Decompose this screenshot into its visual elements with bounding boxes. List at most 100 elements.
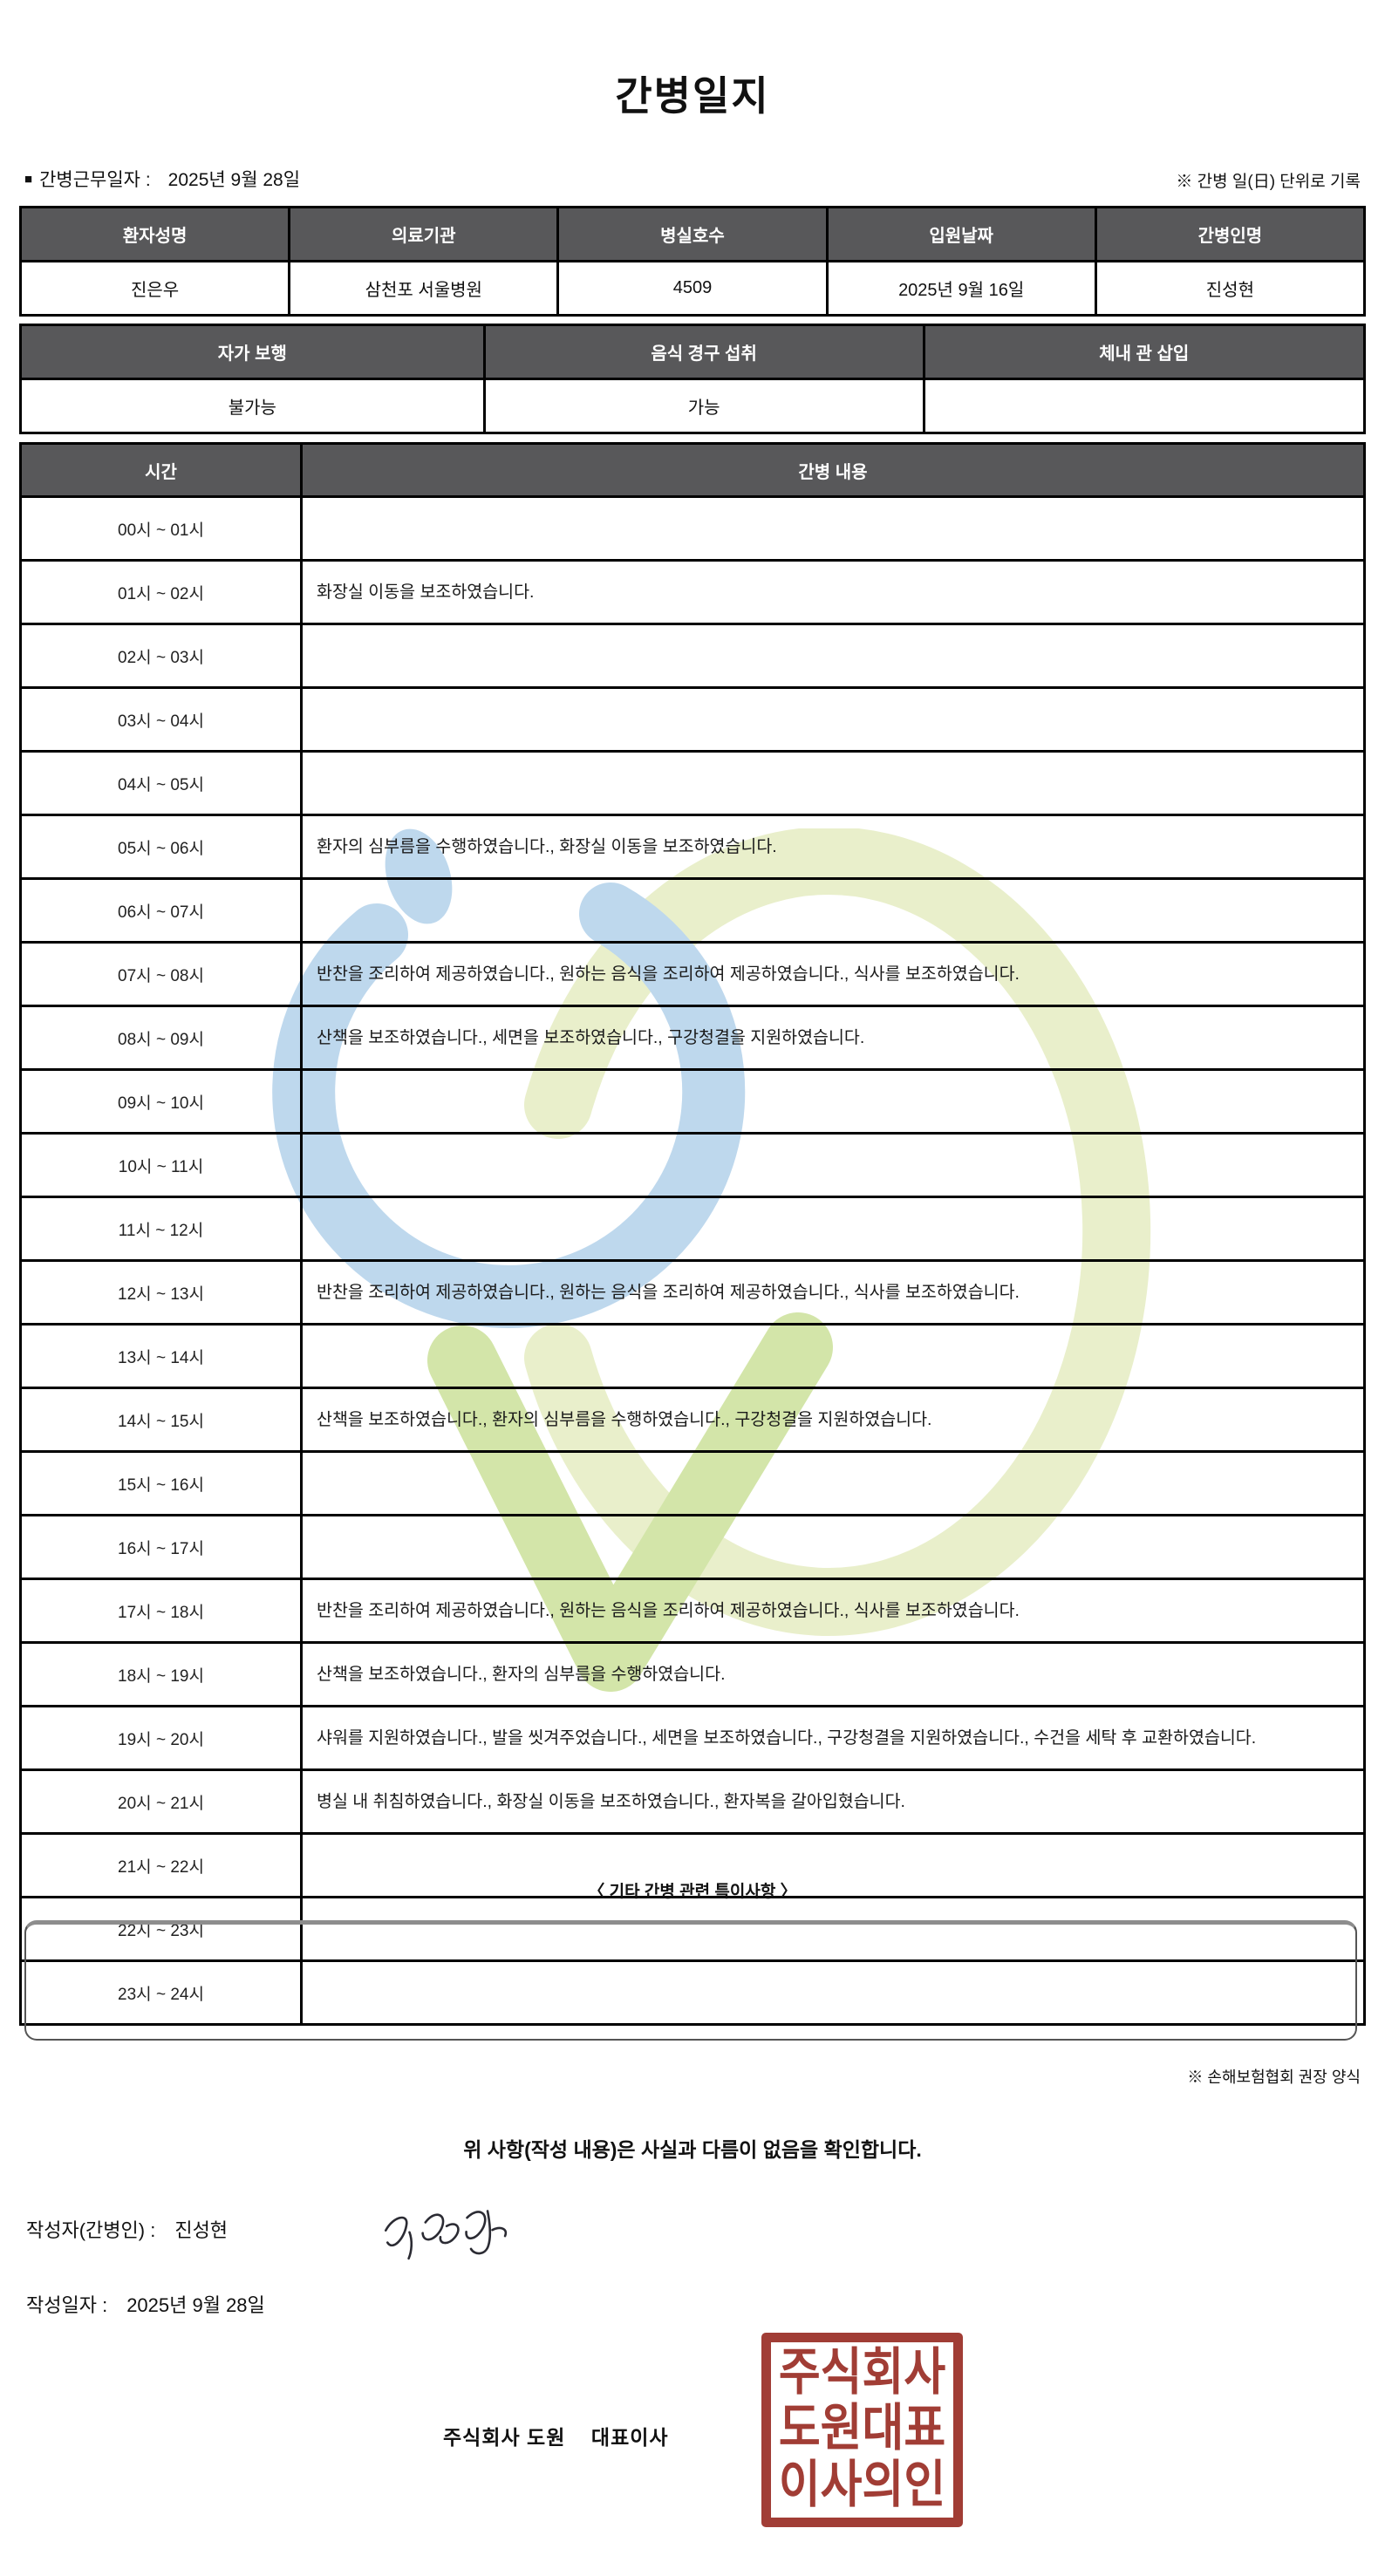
log-time-cell: 14시 ~ 15시	[19, 1387, 303, 1453]
log-row: 23시 ~ 24시	[19, 1959, 1366, 2026]
log-row: 16시 ~ 17시	[19, 1514, 1366, 1580]
log-time-cell: 05시 ~ 06시	[19, 814, 303, 880]
log-row: 11시 ~ 12시	[19, 1196, 1366, 1262]
status-value-cell: 가능	[482, 378, 925, 434]
log-time-cell: 17시 ~ 18시	[19, 1578, 303, 1644]
log-time-cell: 01시 ~ 02시	[19, 559, 303, 625]
log-content-cell	[300, 1959, 1366, 2026]
log-row: 12시 ~ 13시 반찬을 조리하여 제공하였습니다., 원하는 음식을 조리하여…	[19, 1259, 1366, 1325]
log-content-cell: 샤워를 지원하였습니다., 발을 씻겨주었습니다., 세면을 보조하였습니다.,…	[300, 1705, 1366, 1771]
log-row: 03시 ~ 04시	[19, 686, 1366, 753]
log-time-cell: 16시 ~ 17시	[19, 1514, 303, 1580]
log-time-cell: 09시 ~ 10시	[19, 1068, 303, 1135]
corporate-seal-stamp: 주식회사 도원대표 이사의인	[761, 2333, 963, 2527]
info-header-row: 환자성명 의료기관 병실호수 입원날짜 간병인명	[18, 206, 1367, 262]
square-bullet-icon: ■	[24, 172, 33, 187]
info-value-cell: 2025년 9월 16일	[825, 260, 1097, 317]
log-content-cell: 산책을 보조하였습니다., 세면을 보조하였습니다., 구강청결을 지원하였습니…	[300, 1005, 1366, 1071]
log-row: 19시 ~ 20시 샤워를 지원하였습니다., 발을 씻겨주었습니다., 세면을 …	[19, 1705, 1366, 1771]
log-content-cell: 산책을 보조하였습니다., 환자의 심부름을 수행하였습니다., 구강청결을 지…	[300, 1387, 1366, 1453]
log-row: 18시 ~ 19시 산책을 보조하였습니다., 환자의 심부름을 수행하였습니다.	[19, 1641, 1366, 1707]
log-content-cell: 병실 내 취침하였습니다., 화장실 이동을 보조하였습니다., 환자복을 갈아…	[300, 1768, 1366, 1835]
log-time-cell: 08시 ~ 09시	[19, 1005, 303, 1071]
log-content-cell	[300, 1514, 1366, 1580]
log-content-cell: 반찬을 조리하여 제공하였습니다., 원하는 음식을 조리하여 제공하였습니다.…	[300, 941, 1366, 1007]
page-title: 간병일지	[615, 73, 770, 119]
log-body: 00시 ~ 01시 01시 ~ 02시 화장실 이동을 보조하였습니다. 02시 ~ …	[19, 495, 1366, 2026]
meta-row: ■ 간병근무일자 : 2025년 9월 28일 ※ 간병 일(日) 단위로 기록	[24, 166, 1361, 192]
writer-signature	[384, 2210, 508, 2260]
patient-status-table: 자가 보행 음식 경구 섭취 체내 관 삽입 불가능 가능	[19, 324, 1367, 434]
log-content-cell	[300, 1896, 1366, 1962]
confirmation-statement: 위 사항(작성 내용)은 사실과 다름이 없음을 확인합니다.	[463, 2138, 922, 2161]
writer-label: 작성자(간병인) :	[26, 2219, 156, 2241]
log-row: 07시 ~ 08시 반찬을 조리하여 제공하였습니다., 원하는 음식을 조리하여…	[19, 941, 1366, 1007]
work-date-line: ■ 간병근무일자 : 2025년 9월 28일	[24, 166, 300, 192]
log-row: 22시 ~ 23시	[19, 1896, 1366, 1962]
status-value-cell	[922, 378, 1367, 434]
patient-info-table: 환자성명 의료기관 병실호수 입원날짜 간병인명 진은우 삼천포 서울병원 4509 2025…	[18, 206, 1367, 317]
info-header-cell: 의료기관	[288, 206, 560, 262]
unit-note: ※ 간병 일(日) 단위로 기록	[1176, 173, 1361, 191]
log-row: 00시 ~ 01시	[19, 495, 1366, 562]
log-row: 02시 ~ 03시	[19, 623, 1366, 689]
info-value-cell: 진성현	[1094, 260, 1367, 317]
log-content-cell: 반찬을 조리하여 제공하였습니다., 원하는 음식을 조리하여 제공하였습니다.…	[300, 1578, 1366, 1644]
log-time-cell: 21시 ~ 22시	[19, 1832, 303, 1898]
form-note: ※ 손해보험협회 권장 양식	[1187, 2068, 1361, 2086]
status-value-row: 불가능 가능	[19, 378, 1367, 434]
log-content-cell	[300, 1068, 1366, 1135]
log-time-cell: 02시 ~ 03시	[19, 623, 303, 689]
info-value-row: 진은우 삼천포 서울병원 4509 2025년 9월 16일 진성현	[18, 260, 1367, 317]
log-content-cell	[300, 1323, 1366, 1389]
log-content-cell: 화장실 이동을 보조하였습니다.	[300, 559, 1366, 625]
stamp-line: 이사의인	[778, 2457, 946, 2514]
write-date-line: 작성일자 : 2025년 9월 28일	[26, 2290, 265, 2318]
care-log-table: 시간 간병 내용 00시 ~ 01시 01시 ~ 02시 화장실 이동을 보조하였습…	[19, 442, 1366, 2026]
log-content-cell	[300, 495, 1366, 562]
log-content-cell	[300, 686, 1366, 753]
status-header-row: 자가 보행 음식 경구 섭취 체내 관 삽입	[19, 324, 1367, 380]
log-content-cell	[300, 877, 1366, 944]
log-time-cell: 00시 ~ 01시	[19, 495, 303, 562]
log-content-cell	[300, 1132, 1366, 1198]
log-row: 13시 ~ 14시	[19, 1323, 1366, 1389]
log-content-cell	[300, 750, 1366, 816]
log-content-header: 간병 내용	[300, 442, 1366, 498]
work-date-value: 2025년 9월 28일	[167, 170, 301, 190]
log-time-cell: 07시 ~ 08시	[19, 941, 303, 1007]
log-time-cell: 22시 ~ 23시	[19, 1896, 303, 1962]
log-row: 10시 ~ 11시	[19, 1132, 1366, 1198]
log-content-cell: 환자의 심부름을 수행하였습니다., 화장실 이동을 보조하였습니다.	[300, 814, 1366, 880]
status-header-cell: 음식 경구 섭취	[482, 324, 925, 380]
log-row: 15시 ~ 16시	[19, 1450, 1366, 1516]
log-row: 21시 ~ 22시	[19, 1832, 1366, 1898]
info-header-cell: 환자성명	[18, 206, 291, 262]
log-time-cell: 11시 ~ 12시	[19, 1196, 303, 1262]
notes-heading: 〈 기타 간병 관련 특이사항 〉	[588, 1883, 797, 1901]
log-row: 04시 ~ 05시	[19, 750, 1366, 816]
log-time-cell: 06시 ~ 07시	[19, 877, 303, 944]
log-time-header: 시간	[19, 442, 303, 498]
info-header-cell: 간병인명	[1094, 206, 1367, 262]
status-header-cell: 체내 관 삽입	[922, 324, 1367, 380]
log-content-cell: 반찬을 조리하여 제공하였습니다., 원하는 음식을 조리하여 제공하였습니다.…	[300, 1259, 1366, 1325]
writer-line: 작성자(간병인) : 진성현	[26, 2215, 228, 2243]
log-content-cell: 산책을 보조하였습니다., 환자의 심부름을 수행하였습니다.	[300, 1641, 1366, 1707]
write-date-value: 2025년 9월 28일	[126, 2294, 265, 2316]
log-row: 06시 ~ 07시	[19, 877, 1366, 944]
log-row: 20시 ~ 21시 병실 내 취침하였습니다., 화장실 이동을 보조하였습니다.…	[19, 1768, 1366, 1835]
log-time-cell: 18시 ~ 19시	[19, 1641, 303, 1707]
status-value-cell: 불가능	[19, 378, 486, 434]
log-time-cell: 03시 ~ 04시	[19, 686, 303, 753]
log-row: 17시 ~ 18시 반찬을 조리하여 제공하였습니다., 원하는 음식을 조리하여…	[19, 1578, 1366, 1644]
log-time-cell: 13시 ~ 14시	[19, 1323, 303, 1389]
log-time-cell: 04시 ~ 05시	[19, 750, 303, 816]
log-time-cell: 10시 ~ 11시	[19, 1132, 303, 1198]
stamp-line: 주식회사	[778, 2345, 946, 2402]
info-value-cell: 4509	[556, 260, 829, 317]
info-value-cell: 진은우	[18, 260, 291, 317]
log-content-cell	[300, 623, 1366, 689]
log-time-cell: 12시 ~ 13시	[19, 1259, 303, 1325]
